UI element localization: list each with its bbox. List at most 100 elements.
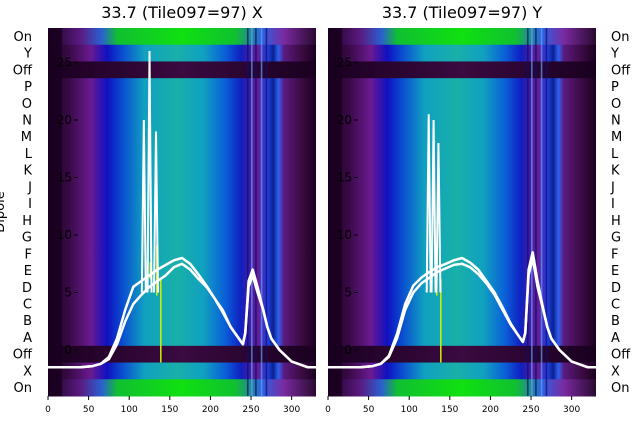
x-tick-label: 200: [202, 405, 219, 415]
x-tick-label: 300: [563, 405, 580, 415]
trace-line: [48, 256, 316, 369]
heatmap-edge: [328, 28, 342, 396]
overlay-ytick-label: 15: [57, 171, 72, 185]
heatmap-row: [328, 128, 596, 146]
heatmap-marker: [160, 278, 162, 363]
heatmap-row: [48, 145, 316, 163]
heatmap-row: [48, 61, 316, 79]
x-tick-label: 50: [83, 405, 95, 415]
y-axis-label: Dipole: [0, 191, 8, 232]
x-tick-label: 150: [161, 405, 178, 415]
row-label: B: [23, 314, 32, 329]
heatmap-stripe: [260, 28, 263, 396]
row-label: K: [611, 164, 620, 179]
trace-line: [328, 251, 596, 369]
row-label: O: [22, 97, 32, 112]
overlay-ytick-label: 25: [337, 56, 352, 70]
x-tick-label: 300: [283, 405, 300, 415]
trace-spike: [425, 114, 432, 293]
heatmap-row: [328, 178, 596, 196]
x-tick-label: 250: [522, 405, 539, 415]
heatmap-row: [328, 161, 596, 180]
row-label: D: [611, 281, 621, 296]
heatmap-row: [48, 228, 316, 246]
heatmap-row: [328, 111, 596, 129]
row-label: K: [23, 164, 32, 179]
heatmap-row: [328, 78, 596, 96]
row-label: P: [24, 80, 32, 95]
row-label: On: [611, 381, 629, 396]
row-label: F: [25, 247, 32, 262]
heatmap-row: [328, 362, 596, 380]
row-label: A: [23, 331, 32, 346]
overlay-ytick-label: 5: [64, 286, 72, 300]
heatmap-row: [328, 312, 596, 330]
overlay-ytick-label: 15: [337, 171, 352, 185]
row-label: L: [25, 147, 33, 162]
row-label: G: [22, 231, 32, 246]
heatmap-stripe: [251, 28, 253, 396]
row-label: P: [611, 80, 619, 95]
row-label: Off: [13, 63, 33, 78]
heatmap-row: [328, 379, 596, 397]
heatmap-stripe: [540, 28, 543, 396]
row-label: I: [28, 197, 32, 212]
heatmap-row: [328, 245, 596, 263]
heatmap-marker: [149, 262, 152, 279]
heatmap-stripe: [255, 28, 257, 396]
row-label: E: [611, 264, 619, 279]
trace-spike: [153, 131, 160, 293]
heatmap-row: [48, 245, 316, 263]
row-label: A: [611, 331, 620, 346]
heatmap-row: [48, 278, 316, 297]
row-label: H: [22, 214, 32, 229]
heatmap-row: [48, 78, 316, 96]
row-label: C: [611, 298, 620, 313]
row-label: G: [611, 231, 621, 246]
row-label: X: [23, 364, 32, 379]
x-tick-label: 100: [401, 405, 418, 415]
overlay-ytick-label: 5: [344, 286, 352, 300]
x-tick-label: 50: [363, 405, 375, 415]
overlay-ytick-label: 10: [57, 228, 72, 242]
overlay-ytick-label: 0: [344, 343, 352, 357]
trace-spike: [435, 142, 442, 293]
heatmap-row: [48, 178, 316, 196]
heatmap-row: [48, 44, 316, 62]
heatmap-row: [328, 44, 596, 62]
x-tick-label: 100: [121, 405, 138, 415]
overlay-ytick-label: 25: [57, 56, 72, 70]
heatmap-row: [48, 28, 316, 46]
row-label: D: [22, 281, 32, 296]
row-label: On: [14, 381, 32, 396]
overlay-ytick-label: 0: [64, 343, 72, 357]
heatmap-row: [328, 295, 596, 313]
heatmap-row: [48, 379, 316, 397]
x-tick-label: 0: [45, 405, 51, 415]
x-tick-label: 250: [242, 405, 259, 415]
heatmap-row: [48, 312, 316, 330]
row-label: B: [611, 314, 620, 329]
heatmap-row: [328, 345, 596, 364]
heatmap-row: [328, 212, 596, 230]
row-label: M: [21, 130, 32, 145]
heatmap-edge: [48, 28, 62, 396]
heatmap-row: [48, 295, 316, 313]
row-label: L: [611, 147, 619, 162]
row-label: M: [611, 130, 622, 145]
overlay-ytick-label: 20: [57, 113, 72, 127]
heatmap-row: [48, 94, 316, 113]
chart-title: 33.7 (Tile097=97) X: [101, 3, 263, 22]
row-label: On: [611, 30, 629, 45]
heatmap-row: [328, 278, 596, 297]
heatmap-row: [328, 145, 596, 163]
x-tick-label: 0: [325, 405, 331, 415]
row-label: I: [611, 197, 615, 212]
heatmap-row: [48, 128, 316, 146]
heatmap-marker: [440, 278, 442, 363]
row-label: J: [610, 180, 615, 195]
heatmap-row: [48, 362, 316, 380]
row-label: X: [611, 364, 620, 379]
